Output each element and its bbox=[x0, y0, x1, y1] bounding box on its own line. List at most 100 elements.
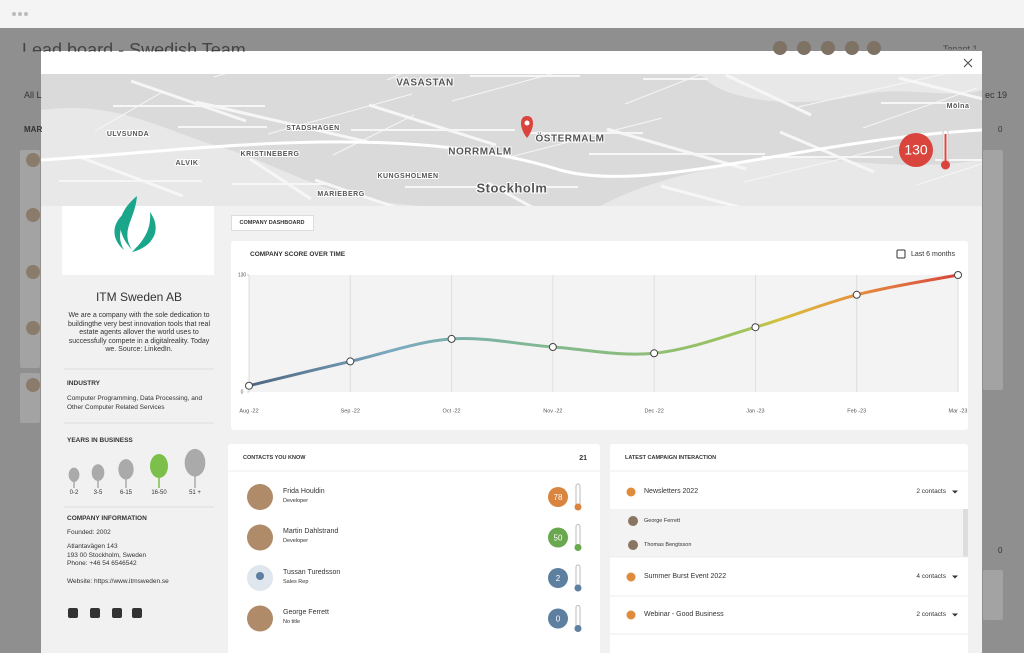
background-avatar bbox=[797, 41, 811, 55]
contact-score-badge bbox=[548, 487, 568, 507]
map-shape bbox=[451, 74, 554, 102]
column-count: 0 bbox=[998, 546, 1003, 556]
tree-crown bbox=[91, 464, 105, 481]
map-shape bbox=[660, 184, 741, 206]
contact-score: 0 bbox=[556, 615, 561, 624]
contact-score-badge bbox=[548, 568, 568, 588]
score-point bbox=[548, 343, 557, 351]
close-button[interactable] bbox=[963, 58, 973, 68]
x-tick-label: Sep -22 bbox=[341, 408, 360, 414]
map-label: MARIEBERG bbox=[317, 191, 364, 198]
score-point bbox=[650, 349, 659, 358]
campaign-contacts: 2 contacts bbox=[916, 611, 946, 619]
social-icon[interactable] bbox=[132, 608, 142, 618]
score-value: 130 bbox=[904, 142, 928, 158]
thermometer-bulb bbox=[574, 544, 582, 551]
map-pin-dot bbox=[524, 120, 530, 126]
campaign-contacts: 2 contacts bbox=[916, 488, 946, 496]
page-title: Lead board - Swedish Team bbox=[22, 40, 246, 61]
map-shape bbox=[332, 114, 415, 156]
contact-name[interactable]: Frida Houldin bbox=[283, 487, 325, 495]
map-shape bbox=[916, 163, 982, 186]
window-dot bbox=[24, 12, 28, 16]
website: Website: https://www.itmsweden.se bbox=[67, 578, 169, 586]
column-title: MAR bbox=[24, 125, 43, 135]
caret[interactable] bbox=[952, 490, 958, 494]
address: Atlantavägen 143 bbox=[67, 543, 118, 551]
thermometer-bulb bbox=[941, 160, 950, 170]
social-icon[interactable] bbox=[90, 608, 100, 618]
years-stage: 16-50 bbox=[151, 490, 167, 497]
scrollbar bbox=[963, 509, 968, 557]
map-label: KUNGSHOLMEN bbox=[377, 173, 438, 180]
score-point bbox=[447, 334, 456, 343]
background-card bbox=[983, 150, 1003, 390]
campaign-name[interactable]: Webinar - Good Business bbox=[644, 610, 724, 618]
background-avatar bbox=[26, 321, 40, 335]
contact-name[interactable]: Tussan Turedsson bbox=[283, 568, 341, 576]
contact-avatar bbox=[247, 484, 273, 510]
section-label: INDUSTRY bbox=[67, 380, 100, 388]
x-tick-label: Feb -23 bbox=[847, 408, 866, 414]
company-name: ITM Sweden AB bbox=[95, 289, 183, 304]
x-tick-label: Oct -22 bbox=[443, 408, 461, 414]
x-tick-label: Jan -23 bbox=[746, 408, 764, 414]
map-label: KRISTINEBERG bbox=[241, 151, 300, 158]
period-select[interactable]: Last 6 months bbox=[911, 250, 955, 258]
map-shape bbox=[368, 103, 497, 147]
contact-role: Sales Rep bbox=[283, 578, 309, 585]
score-point bbox=[245, 381, 253, 390]
tree-crown bbox=[118, 459, 134, 480]
avatar-placeholder bbox=[256, 572, 264, 580]
map-label: VASASTAN bbox=[396, 78, 454, 89]
company-logo bbox=[114, 212, 126, 250]
map-shape bbox=[862, 87, 978, 129]
caret[interactable] bbox=[952, 613, 958, 617]
contact-role: Developer bbox=[283, 497, 309, 504]
thermometer-bulb bbox=[574, 503, 582, 511]
person-avatar bbox=[628, 516, 638, 526]
x-tick-label: Nov -22 bbox=[543, 408, 562, 414]
plot-area bbox=[249, 275, 958, 392]
campaign-icon[interactable] bbox=[626, 572, 636, 582]
calendar-icon[interactable] bbox=[896, 249, 906, 259]
campaign-name[interactable]: Newsletters 2022 bbox=[644, 487, 699, 495]
map-shape bbox=[779, 130, 875, 174]
map-label: ULVSUNDA bbox=[107, 131, 149, 138]
map-shape bbox=[606, 127, 747, 171]
tab[interactable] bbox=[231, 215, 314, 231]
background-card bbox=[983, 570, 1003, 620]
tab-label[interactable]: COMPANY DASHBOARD bbox=[239, 219, 305, 226]
years-stage: 51 + bbox=[189, 490, 201, 497]
caret[interactable] bbox=[952, 575, 958, 579]
map-shape bbox=[797, 74, 947, 108]
tree-crown bbox=[68, 467, 80, 482]
card-title: CONTACTS YOU KNOW bbox=[243, 454, 306, 461]
map-shape bbox=[898, 76, 982, 101]
background-avatar bbox=[26, 265, 40, 279]
contacts-count: 21 bbox=[579, 454, 587, 462]
background-avatar bbox=[26, 153, 40, 167]
map-shape bbox=[195, 100, 369, 144]
map-label: ÖSTERMALM bbox=[536, 132, 605, 145]
contact-score-badge bbox=[548, 608, 568, 629]
contact-score-badge bbox=[548, 527, 568, 548]
score-line bbox=[248, 273, 959, 388]
x-tick-label: Aug -22 bbox=[239, 408, 258, 414]
contact-role: Developer bbox=[283, 538, 309, 545]
section-label: YEARS IN BUSINESS bbox=[67, 437, 133, 445]
social-icon[interactable] bbox=[68, 608, 78, 618]
map-shape bbox=[314, 178, 397, 206]
campaign-icon[interactable] bbox=[626, 487, 636, 497]
contact-name[interactable]: George Ferrett bbox=[283, 609, 329, 617]
background-avatar bbox=[845, 41, 859, 55]
map-shape bbox=[487, 181, 534, 206]
years-stage: 6-15 bbox=[119, 490, 133, 497]
filter: All L bbox=[24, 89, 42, 100]
phone: Phone: +46 54 6546542 bbox=[67, 560, 137, 568]
campaign-name[interactable]: Summer Burst Event 2022 bbox=[644, 572, 727, 580]
contact-avatar bbox=[247, 524, 273, 551]
contact-name[interactable]: Martin Dahlstrand bbox=[283, 528, 339, 536]
campaign-icon[interactable] bbox=[626, 610, 636, 620]
social-icon[interactable] bbox=[112, 608, 122, 618]
